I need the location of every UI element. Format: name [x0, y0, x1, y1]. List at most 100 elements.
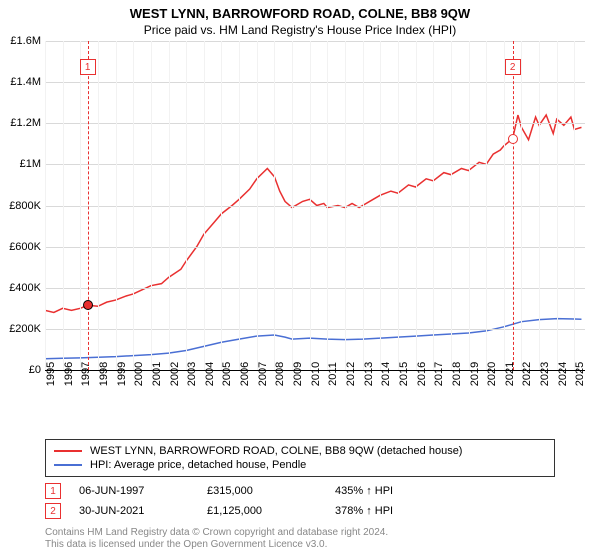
- grid-line-x: [186, 41, 187, 370]
- marker-dot: [83, 300, 93, 310]
- grid-line-x: [274, 41, 275, 370]
- grid-line-x: [433, 41, 434, 370]
- reference-row: 2 30-JUN-2021 £1,125,000 378% ↑ HPI: [45, 501, 555, 521]
- grid-line-x: [363, 41, 364, 370]
- x-axis-label: 1996: [63, 362, 75, 386]
- x-axis-label: 2010: [310, 362, 322, 386]
- reference-date: 30-JUN-2021: [79, 505, 189, 517]
- grid-line-x: [504, 41, 505, 370]
- x-axis-label: 2025: [574, 362, 586, 386]
- grid-line-x: [169, 41, 170, 370]
- y-axis-label: £200K: [9, 323, 41, 335]
- grid-line-x: [292, 41, 293, 370]
- grid-line-x: [574, 41, 575, 370]
- legend-label: WEST LYNN, BARROWFORD ROAD, COLNE, BB8 9…: [90, 445, 462, 457]
- plot-area: £0£200K£400K£600K£800K£1M£1.2M£1.4M£1.6M…: [45, 41, 585, 371]
- marker-vline: [513, 41, 514, 370]
- y-axis-label: £1.2M: [10, 117, 41, 129]
- grid-line-x: [398, 41, 399, 370]
- reference-delta: 435% ↑ HPI: [335, 485, 445, 497]
- grid-line-x: [469, 41, 470, 370]
- legend-swatch: [54, 464, 82, 466]
- x-axis-label: 2006: [239, 362, 251, 386]
- grid-line-x: [539, 41, 540, 370]
- x-axis-label: 2014: [380, 362, 392, 386]
- grid-line-x: [310, 41, 311, 370]
- grid-line-x: [521, 41, 522, 370]
- grid-line-x: [116, 41, 117, 370]
- chart-subtitle: Price paid vs. HM Land Registry's House …: [0, 21, 600, 41]
- x-axis-label: 1999: [116, 362, 128, 386]
- grid-line-x: [451, 41, 452, 370]
- legend-item: WEST LYNN, BARROWFORD ROAD, COLNE, BB8 9…: [54, 444, 546, 458]
- grid-line-x: [557, 41, 558, 370]
- chart-area: £0£200K£400K£600K£800K£1M£1.2M£1.4M£1.6M…: [45, 41, 585, 391]
- grid-line-x: [98, 41, 99, 370]
- grid-line-x: [45, 41, 46, 370]
- grid-line-x: [327, 41, 328, 370]
- marker-vline: [88, 41, 89, 370]
- footer-attribution: Contains HM Land Registry data © Crown c…: [45, 527, 555, 551]
- x-axis-label: 2011: [327, 362, 339, 386]
- x-axis-label: 2004: [204, 362, 216, 386]
- x-axis-label: 2023: [539, 362, 551, 386]
- reference-row: 1 06-JUN-1997 £315,000 435% ↑ HPI: [45, 481, 555, 501]
- x-axis-label: 2020: [486, 362, 498, 386]
- y-axis-label: £600K: [9, 241, 41, 253]
- x-axis-label: 2008: [274, 362, 286, 386]
- reference-box: 2: [45, 503, 61, 519]
- grid-line-x: [257, 41, 258, 370]
- marker-dot: [508, 134, 518, 144]
- legend: WEST LYNN, BARROWFORD ROAD, COLNE, BB8 9…: [45, 439, 555, 477]
- y-axis-label: £1.6M: [10, 35, 41, 47]
- x-axis-label: 2009: [292, 362, 304, 386]
- reference-box: 1: [45, 483, 61, 499]
- grid-line-x: [204, 41, 205, 370]
- x-axis-label: 2000: [133, 362, 145, 386]
- reference-date: 06-JUN-1997: [79, 485, 189, 497]
- chart-title: WEST LYNN, BARROWFORD ROAD, COLNE, BB8 9…: [0, 0, 600, 21]
- x-axis-label: 2001: [151, 362, 163, 386]
- grid-line-x: [239, 41, 240, 370]
- grid-line-x: [416, 41, 417, 370]
- legend-swatch: [54, 450, 82, 452]
- y-axis-label: £1M: [20, 158, 41, 170]
- x-axis-label: 2007: [257, 362, 269, 386]
- marker-box: 1: [80, 59, 96, 75]
- x-axis-label: 2019: [469, 362, 481, 386]
- series-line: [45, 115, 581, 312]
- reference-delta: 378% ↑ HPI: [335, 505, 445, 517]
- x-axis-label: 2024: [557, 362, 569, 386]
- grid-line-x: [80, 41, 81, 370]
- x-axis-label: 1997: [80, 362, 92, 386]
- x-axis-label: 2003: [186, 362, 198, 386]
- legend-label: HPI: Average price, detached house, Pend…: [90, 459, 306, 471]
- x-axis-label: 2018: [451, 362, 463, 386]
- x-axis-label: 2016: [416, 362, 428, 386]
- y-axis-label: £400K: [9, 282, 41, 294]
- reference-table: 1 06-JUN-1997 £315,000 435% ↑ HPI 2 30-JUN-20…: [45, 481, 555, 521]
- x-axis-label: 2015: [398, 362, 410, 386]
- grid-line-x: [133, 41, 134, 370]
- reference-price: £1,125,000: [207, 505, 317, 517]
- x-axis-label: 1995: [45, 362, 57, 386]
- reference-price: £315,000: [207, 485, 317, 497]
- x-axis-label: 2017: [433, 362, 445, 386]
- grid-line-x: [63, 41, 64, 370]
- series-line: [45, 319, 581, 359]
- grid-line-x: [151, 41, 152, 370]
- marker-box: 2: [505, 59, 521, 75]
- x-axis-label: 2022: [521, 362, 533, 386]
- x-axis-label: 1998: [98, 362, 110, 386]
- y-axis-label: £0: [29, 364, 41, 376]
- x-axis-label: 2021: [504, 362, 516, 386]
- x-axis-label: 2005: [221, 362, 233, 386]
- x-axis-label: 2013: [363, 362, 375, 386]
- y-axis-label: £800K: [9, 200, 41, 212]
- grid-line-x: [345, 41, 346, 370]
- grid-line-x: [380, 41, 381, 370]
- y-axis-label: £1.4M: [10, 76, 41, 88]
- grid-line-x: [486, 41, 487, 370]
- legend-item: HPI: Average price, detached house, Pend…: [54, 458, 546, 472]
- x-axis-label: 2012: [345, 362, 357, 386]
